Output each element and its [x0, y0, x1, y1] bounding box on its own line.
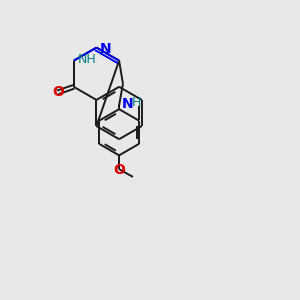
Text: H: H	[131, 96, 141, 109]
Text: N: N	[122, 97, 134, 111]
Text: N: N	[100, 42, 111, 56]
Text: O: O	[113, 163, 125, 177]
Text: NH: NH	[78, 52, 96, 66]
Text: O: O	[52, 85, 64, 99]
